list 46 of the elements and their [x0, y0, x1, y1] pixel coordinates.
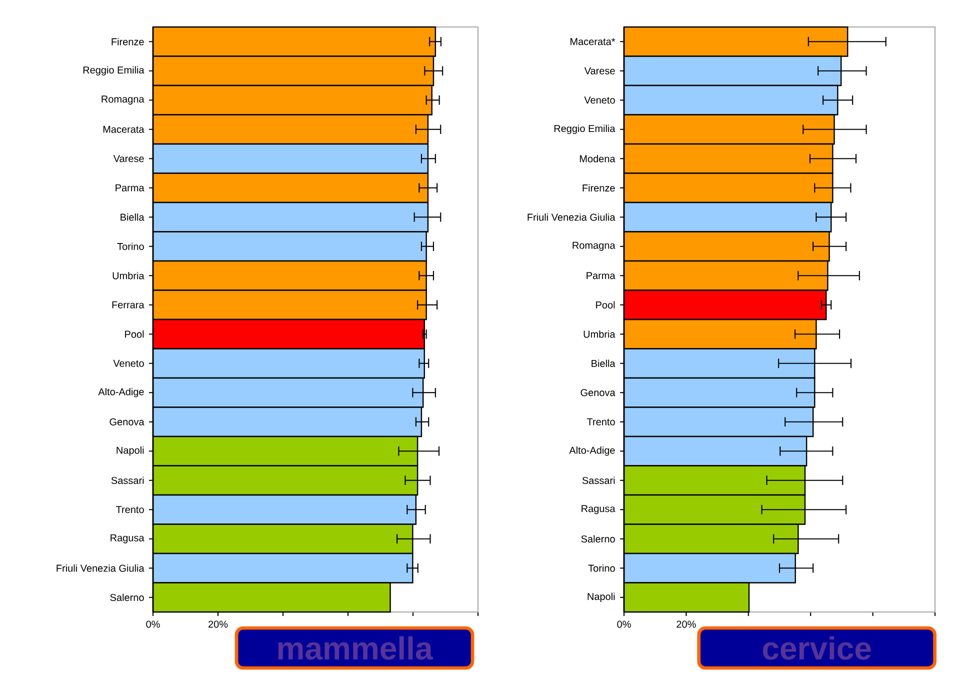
y-tick-label: Napoli	[588, 592, 615, 602]
y-tick-label: Ferrara	[112, 301, 144, 308]
y-tick-label: Salerno	[110, 594, 144, 602]
y-tick-label: Alto-Adige	[98, 388, 144, 398]
y-tick-label: Macerata*	[570, 38, 616, 46]
text: cervice	[762, 636, 871, 660]
y-tick-label: Firenze	[582, 184, 615, 192]
y-tick-label: Genova	[580, 389, 616, 396]
y-tick-label: Napoli	[116, 446, 144, 456]
y-tick-label: Macerata	[103, 126, 144, 133]
x-tick-label: 0%	[617, 620, 631, 628]
y-tick-label: Parma	[116, 184, 144, 192]
y-tick-label: Ragusa	[110, 534, 144, 544]
text: mammella	[278, 636, 433, 660]
y-tick-label: Umbria	[584, 330, 616, 338]
y-tick-label: Romagna	[572, 242, 616, 251]
x-tick-label: 20%	[676, 620, 696, 628]
y-tick-label: Torino	[117, 242, 144, 250]
y-tick-label: Umbria	[112, 272, 144, 280]
y-tick-label: Modena	[580, 154, 616, 162]
y-tick-label: Pool	[596, 301, 615, 309]
y-tick-label: Sassari	[111, 476, 144, 484]
y-tick-label: Varese	[584, 67, 615, 74]
y-tick-label: Veneto	[584, 96, 615, 104]
y-tick-label: Alto-Adige	[569, 446, 615, 456]
x-tick-label: 0%	[146, 620, 160, 628]
y-tick-label: Parma	[586, 272, 616, 280]
y-tick-label: Torino	[588, 564, 615, 572]
y-tick-label: Veneto	[113, 360, 144, 367]
x-tick-label: 20%	[208, 620, 228, 628]
y-tick-label: Reggio Emilia	[83, 66, 144, 76]
y-tick-label: Salerno	[581, 535, 615, 543]
y-tick-label: Pool	[125, 330, 144, 338]
y-tick-label: Biella	[592, 360, 616, 368]
y-tick-label: Friuli Venezia Giulia	[528, 213, 616, 221]
y-tick-label: Firenze	[112, 38, 144, 46]
y-tick-label: Friuli Venezia Giulia	[56, 564, 144, 572]
y-tick-label: Trento	[116, 506, 144, 514]
y-tick-label: Romagna	[102, 96, 144, 105]
y-tick-label: Trento	[586, 418, 615, 426]
y-tick-label: Sassari	[582, 476, 615, 484]
y-tick-label: Varese	[113, 155, 144, 162]
y-tick-label: Biella	[120, 213, 144, 221]
y-tick-label: Reggio Emilia	[554, 124, 616, 134]
y-tick-label: Genova	[110, 418, 144, 426]
y-tick-label: Ragusa	[582, 505, 616, 514]
